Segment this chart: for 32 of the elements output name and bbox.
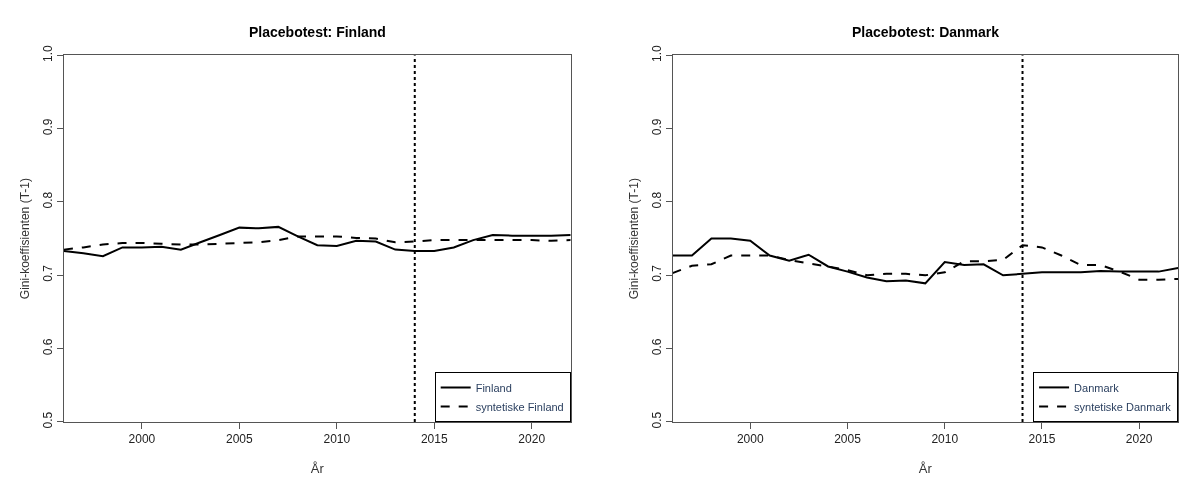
y-tick-label: 0.5 <box>41 411 56 429</box>
y-tick-label: 0.9 <box>649 118 664 136</box>
y-tick-label: 0.6 <box>649 338 664 356</box>
legend-label: syntetiske Finland <box>475 400 564 413</box>
y-tick-label: 0.8 <box>649 191 664 209</box>
y-tick-label: 1.0 <box>649 44 664 62</box>
legend-label: Danmark <box>1074 381 1120 394</box>
chart-title: Placebotest: Finland <box>249 24 386 40</box>
y-tick-label: 0.9 <box>41 118 56 136</box>
x-tick-label: 2015 <box>1028 432 1056 447</box>
y-axis-title: Gini-koeffisienten (T-1) <box>627 178 642 300</box>
y-tick-label: 0.8 <box>41 191 56 209</box>
y-tick-label: 0.7 <box>649 264 664 282</box>
y-axis-title: Gini-koeffisienten (T-1) <box>18 178 33 300</box>
x-tick-label: 2015 <box>420 432 448 447</box>
legend-label: syntetiske Danmark <box>1074 400 1172 413</box>
y-tick-label: 0.5 <box>649 411 664 429</box>
chart-title: Placebotest: Danmark <box>852 24 1000 40</box>
x-tick-label: 2005 <box>225 432 254 447</box>
x-tick-label: 2000 <box>736 432 764 447</box>
x-tick-label: 2010 <box>323 432 351 447</box>
y-tick-label: 1.0 <box>41 44 56 62</box>
x-tick-label: 2020 <box>518 432 546 447</box>
x-axis-title: År <box>310 460 325 476</box>
x-tick-label: 2005 <box>834 432 862 447</box>
legend-label: Finland <box>475 381 512 394</box>
x-tick-label: 2010 <box>931 432 959 447</box>
x-tick-label: 2020 <box>1125 432 1153 447</box>
x-axis-title: År <box>918 460 933 476</box>
y-tick-label: 0.6 <box>41 338 56 356</box>
y-tick-label: 0.7 <box>41 264 56 282</box>
x-tick-label: 2000 <box>128 432 156 447</box>
